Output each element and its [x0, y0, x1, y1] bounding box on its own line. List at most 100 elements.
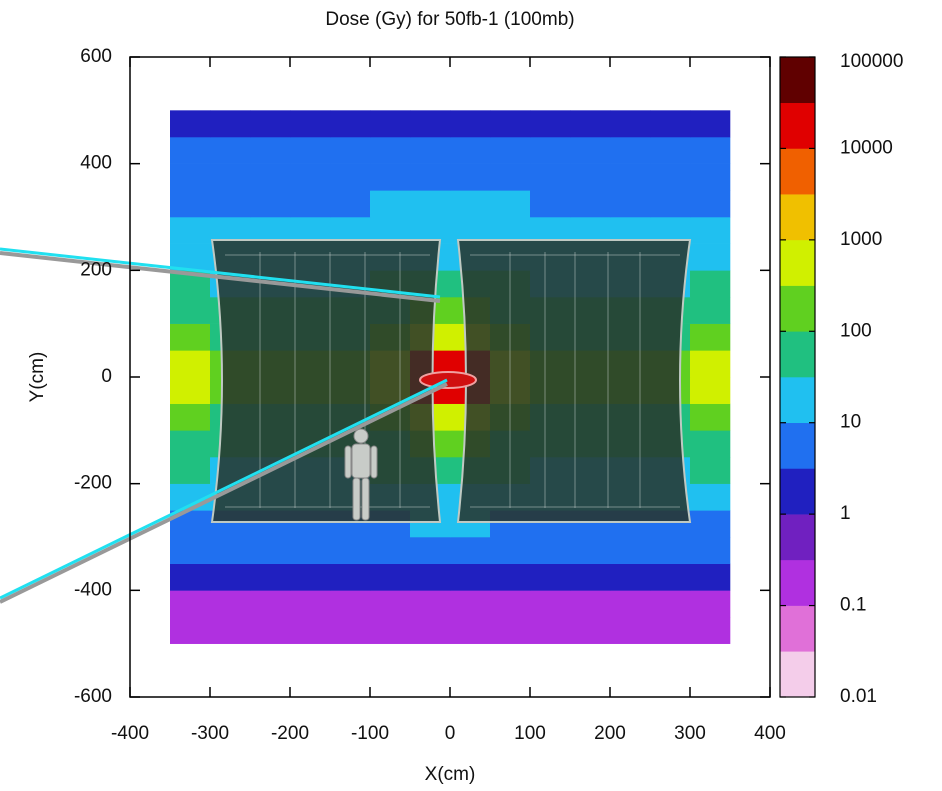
colorbar-segment — [780, 651, 815, 698]
heatmap-cell — [170, 617, 211, 644]
heatmap-cell — [690, 457, 731, 484]
colorbar-segment — [780, 285, 815, 332]
heatmap-cell — [370, 537, 411, 564]
heatmap-cell — [490, 110, 531, 138]
heatmap-cell — [650, 537, 691, 564]
heatmap-cell — [250, 163, 291, 191]
heatmap-cell — [450, 617, 491, 644]
heatmap-cell — [170, 163, 211, 191]
heatmap-cell — [610, 137, 651, 164]
heatmap-cell — [650, 163, 691, 191]
heatmap-cell — [170, 377, 211, 404]
y-tick-label: 200 — [80, 259, 112, 280]
heatmap-cell — [170, 243, 211, 271]
heatmap-cell — [690, 243, 731, 271]
heatmap-cell — [650, 590, 691, 618]
heatmap-cell — [170, 323, 211, 351]
heatmap-cell — [330, 190, 371, 218]
heatmap-cell — [690, 377, 731, 404]
heatmap-cell — [450, 137, 491, 164]
heatmap-cell — [690, 563, 731, 591]
heatmap-cell — [370, 110, 411, 138]
heatmap-cell — [410, 537, 451, 564]
heatmap-cell — [570, 190, 611, 218]
pointer-line — [0, 251, 441, 303]
heatmap-cell — [330, 617, 371, 644]
heatmap-cell — [650, 190, 691, 218]
heatmap-cell — [290, 163, 331, 191]
heatmap-cell — [170, 137, 211, 164]
heatmap-cell — [610, 110, 651, 138]
x-axis-label: X(cm) — [425, 764, 476, 785]
heatmap-cell — [690, 110, 731, 138]
colorbar-segment — [780, 57, 815, 104]
human-figure — [344, 428, 378, 521]
colorbar-segment — [780, 239, 815, 286]
heatmap-cell — [530, 590, 571, 618]
heatmap-cell — [610, 537, 651, 564]
heatmap-cell — [210, 590, 251, 618]
heatmap-cell — [250, 190, 291, 218]
heatmap-cell — [250, 137, 291, 164]
x-tick-label: -100 — [351, 723, 389, 744]
x-tick-label: 0 — [445, 723, 456, 744]
y-tick-label: -200 — [74, 473, 112, 494]
heatmap-cell — [690, 270, 731, 298]
heatmap-cell — [210, 190, 251, 218]
colorbar-segment — [780, 377, 815, 424]
x-tick-label: 400 — [754, 723, 786, 744]
colorbar-segment — [780, 468, 815, 515]
heatmap-cell — [330, 137, 371, 164]
heatmap-cell — [370, 563, 411, 591]
colorbar-segment — [780, 194, 815, 241]
heatmap-cell — [410, 163, 451, 191]
heatmap-cell — [690, 617, 731, 644]
heatmap-cell — [530, 190, 571, 218]
heatmap-cell — [410, 190, 451, 218]
heatmap-cell — [650, 617, 691, 644]
detector-overlay — [0, 239, 692, 604]
colorbar-segment — [780, 605, 815, 652]
heatmap-cell — [610, 617, 651, 644]
x-tick-label: -400 — [111, 723, 149, 744]
heatmap-cell — [410, 110, 451, 138]
heatmap-cell — [370, 190, 411, 218]
heatmap-cell — [170, 590, 211, 618]
heatmap-cell — [610, 563, 651, 591]
colorbar-tick-label: 10 — [840, 412, 861, 433]
x-tick-label: 100 — [514, 723, 546, 744]
pointer-line — [0, 382, 448, 604]
heatmap-cell — [690, 190, 731, 218]
heatmap-cell — [650, 110, 691, 138]
heatmap-cell — [370, 137, 411, 164]
pointer-line — [0, 378, 448, 600]
heatmap-cell — [170, 563, 211, 591]
heatmap-cell — [490, 537, 531, 564]
heatmap-cell — [170, 350, 211, 378]
heatmap-cell — [490, 617, 531, 644]
right-detector — [456, 239, 692, 523]
heatmap-cell — [690, 510, 731, 538]
heatmap-cell — [250, 537, 291, 564]
heatmap-cell — [450, 537, 491, 564]
heatmap-cell — [690, 323, 731, 351]
y-tick-label: 0 — [101, 366, 112, 387]
heatmap-cell — [450, 110, 491, 138]
heatmap-cell — [290, 590, 331, 618]
heatmap-cell — [690, 483, 731, 511]
heatmap-cell — [410, 137, 451, 164]
heatmap-cell — [250, 110, 291, 138]
heatmap-cell — [210, 163, 251, 191]
y-tick-label: 600 — [80, 46, 112, 67]
heatmap-cell — [610, 163, 651, 191]
heatmap-cell — [690, 217, 731, 244]
colorbar-tick-label: 0.01 — [840, 686, 877, 707]
colorbar-tick-label: 1 — [840, 503, 851, 524]
heatmap-cell — [170, 110, 211, 138]
heatmap-cell — [690, 163, 731, 191]
heatmap-cell — [370, 163, 411, 191]
y-tick-label: -400 — [74, 579, 112, 600]
heatmap-cell — [170, 297, 211, 324]
colorbar-segment — [780, 422, 815, 469]
heatmap-cell — [570, 617, 611, 644]
